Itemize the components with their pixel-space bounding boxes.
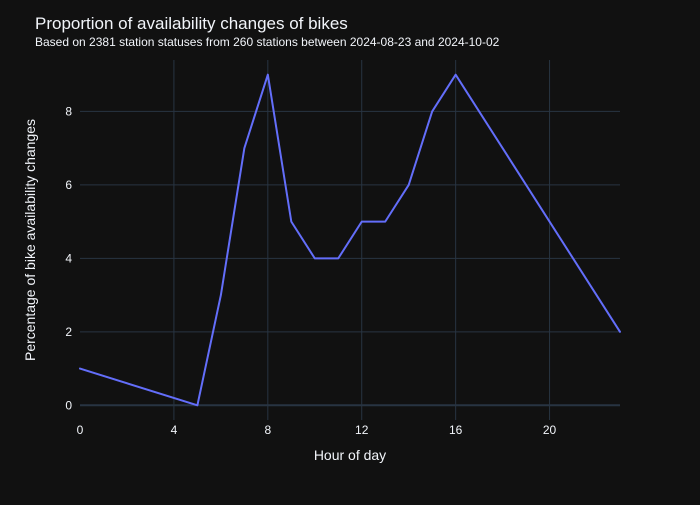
series-layer bbox=[77, 72, 623, 408]
y-tick-label: 4 bbox=[65, 251, 72, 265]
data-point bbox=[359, 219, 365, 225]
series-line bbox=[79, 73, 621, 407]
x-tick-label: 16 bbox=[449, 423, 463, 437]
data-point bbox=[241, 145, 247, 151]
data-point bbox=[288, 219, 294, 225]
x-tick-label: 12 bbox=[355, 423, 369, 437]
x-tick-label: 8 bbox=[264, 423, 271, 437]
data-point bbox=[406, 182, 412, 188]
data-point bbox=[617, 329, 623, 335]
x-tick-label: 20 bbox=[543, 423, 557, 437]
chart-title: Proportion of availability changes of bi… bbox=[35, 14, 348, 33]
data-point bbox=[265, 72, 271, 78]
grid-lines bbox=[80, 60, 620, 420]
y-tick-label: 2 bbox=[65, 325, 72, 339]
tick-labels: 0 4 8 12 16 20 0 2 4 6 8 bbox=[65, 104, 556, 437]
y-tick-label: 0 bbox=[65, 398, 72, 412]
data-point bbox=[453, 72, 459, 78]
data-point bbox=[429, 108, 435, 114]
y-tick-label: 8 bbox=[65, 104, 72, 118]
data-point bbox=[382, 219, 388, 225]
x-tick-label: 4 bbox=[171, 423, 178, 437]
x-axis-label: Hour of day bbox=[314, 447, 386, 463]
data-point bbox=[194, 402, 200, 408]
data-point bbox=[312, 255, 318, 261]
x-tick-label: 0 bbox=[77, 423, 84, 437]
y-tick-label: 6 bbox=[65, 178, 72, 192]
data-point bbox=[77, 366, 83, 372]
data-point bbox=[218, 292, 224, 298]
data-point bbox=[335, 255, 341, 261]
y-axis-label: Percentage of bike availability changes bbox=[22, 119, 38, 361]
chart-subtitle: Based on 2381 station statuses from 260 … bbox=[35, 35, 500, 49]
